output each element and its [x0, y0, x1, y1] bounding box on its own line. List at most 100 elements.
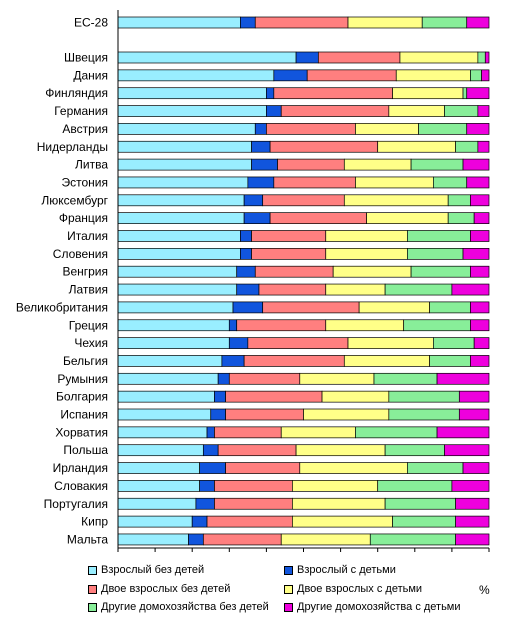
- bar-segment: [377, 480, 453, 492]
- bar-segment: [470, 319, 490, 332]
- bar-segment: [470, 301, 490, 314]
- category-label: Словения: [53, 247, 108, 261]
- bar-segment: [355, 176, 434, 189]
- bar-segment: [221, 355, 245, 367]
- bar-segment: [299, 372, 375, 385]
- bar-segment: [273, 69, 308, 82]
- bar-segment: [251, 140, 271, 153]
- bar-segment: [217, 444, 297, 457]
- bar-segment: [225, 390, 323, 403]
- bar-segment: [407, 248, 464, 260]
- category-label: Мальта: [67, 532, 108, 546]
- legend-label: Взрослый без детей: [101, 564, 205, 576]
- bar-segment: [117, 16, 241, 29]
- category-label: Венгрия: [62, 265, 108, 279]
- bar-segment: [462, 462, 490, 474]
- bar-segment: [262, 301, 360, 314]
- bar-segment: [384, 283, 453, 296]
- bar-segment: [251, 248, 327, 260]
- bar-segment: [228, 319, 238, 332]
- bar-segment: [462, 87, 468, 100]
- category-label: Финляндия: [45, 86, 108, 100]
- bar-segment: [477, 105, 490, 117]
- bar-segment: [292, 515, 393, 528]
- bar-segment: [325, 230, 408, 242]
- bar-segment: [395, 69, 471, 82]
- bar-segment: [303, 408, 390, 421]
- category-label: Польша: [63, 443, 108, 457]
- bar-segment: [455, 533, 490, 546]
- x-axis: 0102030405060708090100: [117, 10, 490, 552]
- unit-label: %: [479, 583, 490, 597]
- legend-swatch: [284, 565, 293, 575]
- bar-segment: [347, 337, 434, 349]
- plot-area: [117, 16, 490, 546]
- bar-segment: [251, 230, 327, 242]
- bar-segment: [470, 230, 490, 242]
- bar-segment: [214, 426, 282, 439]
- bar-segment: [117, 140, 252, 153]
- bar-segment: [447, 212, 475, 224]
- bar-segment: [117, 444, 204, 457]
- category-label: Люксембург: [41, 193, 108, 207]
- bar-segment: [251, 158, 278, 171]
- bar-segment: [247, 176, 275, 189]
- bar-segment: [117, 283, 238, 296]
- bar-segment: [206, 515, 293, 528]
- bar-segment: [240, 230, 252, 242]
- category-label: Италия: [67, 229, 108, 243]
- legend-swatch: [284, 584, 293, 594]
- bar-segment: [117, 390, 215, 403]
- bar-segment: [388, 105, 445, 117]
- bar-segment: [117, 462, 200, 474]
- bar-segment: [477, 140, 490, 153]
- bar-segment: [117, 105, 267, 117]
- legend-item: Другие домохозяйства без детей: [88, 601, 269, 613]
- bar-segment: [484, 51, 490, 64]
- bar-segment: [254, 265, 334, 278]
- bar-segment: [117, 372, 219, 385]
- bar-segment: [410, 265, 471, 278]
- bar-segment: [470, 194, 490, 207]
- bar-segment: [232, 301, 264, 314]
- bar-segment: [447, 194, 471, 207]
- bar-segment: [117, 426, 208, 439]
- bar-segment: [388, 390, 460, 403]
- legend-label: Другие домохозяйства без детей: [101, 601, 269, 613]
- category-label: ЕС-28: [74, 16, 108, 30]
- bar-segment: [332, 265, 412, 278]
- category-label: Австрия: [62, 122, 108, 136]
- bar-segment: [117, 265, 238, 278]
- bar-segment: [306, 69, 397, 82]
- bar-segment: [377, 140, 456, 153]
- category-labels: ЕС-28 Швеция Дания Финляндия Германия Австрия…: [16, 16, 109, 547]
- bar-segment: [228, 372, 301, 385]
- bar-segment: [117, 497, 197, 510]
- bar-segment: [117, 176, 249, 189]
- legend-label: Взрослый с детьми: [297, 564, 396, 576]
- bar-segment: [240, 16, 256, 29]
- category-label: Франция: [59, 211, 108, 225]
- legend-label: Другие домохозяйства с детьми: [297, 601, 461, 613]
- bar-segment: [117, 123, 256, 135]
- bar-segment: [202, 444, 219, 457]
- bar-segment: [254, 16, 349, 29]
- category-label: Кипр: [81, 515, 108, 529]
- bar-segment: [392, 515, 456, 528]
- bar-segment: [269, 140, 379, 153]
- category-label: Словакия: [54, 479, 108, 493]
- bar-segment: [433, 176, 468, 189]
- bar-segment: [403, 319, 471, 332]
- category-label: Дания: [73, 68, 108, 82]
- bar-segment: [295, 51, 319, 64]
- bar-segment: [240, 248, 252, 260]
- bar-segment: [236, 319, 327, 332]
- bar-segment: [117, 533, 189, 546]
- legend-swatch: [88, 565, 97, 575]
- bar-segment: [299, 462, 408, 474]
- bar-segment: [418, 123, 468, 135]
- bar-segment: [462, 248, 490, 260]
- bar-segment: [355, 426, 438, 439]
- bar-segment: [292, 497, 386, 510]
- bar-segment: [254, 123, 267, 135]
